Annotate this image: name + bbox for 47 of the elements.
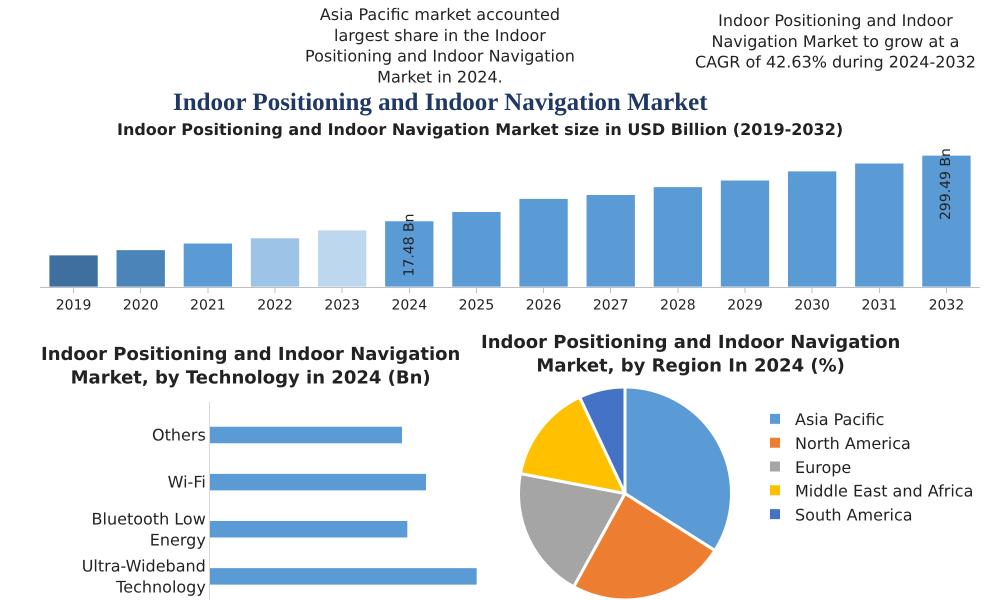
x-tick-label: 2026 bbox=[526, 298, 562, 314]
chart-title: Indoor Positioning and Indoor Navigation Market, by Technology in 2024 (Bn) bbox=[41, 344, 460, 388]
bar bbox=[318, 230, 366, 287]
y-tick-label: Ultra-Wideband Technology bbox=[82, 556, 206, 596]
legend-label: South America bbox=[795, 505, 913, 524]
y-tick-label: Bluetooth Low Energy bbox=[92, 509, 206, 550]
x-tick-label: 2028 bbox=[660, 298, 696, 314]
bar bbox=[210, 568, 477, 585]
x-tick-label: 2032 bbox=[928, 298, 964, 314]
y-tick-label: Others bbox=[152, 426, 206, 445]
x-tick-label: 2020 bbox=[122, 298, 159, 314]
x-tick-label: 2022 bbox=[257, 298, 293, 314]
x-tick-label: 2027 bbox=[592, 298, 629, 314]
bar bbox=[788, 171, 836, 287]
bar bbox=[586, 194, 635, 287]
x-tick-label: 2019 bbox=[56, 298, 92, 314]
x-tick-label: 2025 bbox=[458, 298, 494, 314]
x-tick-label: 2021 bbox=[190, 298, 226, 314]
chart-title: Indoor Positioning and Indoor Navigation Market bbox=[173, 89, 708, 116]
bar bbox=[49, 255, 98, 287]
chart-title: Indoor Positioning and Indoor Navigation Market, by Region In 2024 (%) bbox=[481, 332, 900, 376]
legend-label: Middle East and Africa bbox=[795, 482, 974, 501]
bar bbox=[519, 198, 568, 287]
legend-label: Asia Pacific bbox=[795, 410, 884, 430]
bar bbox=[855, 163, 904, 287]
x-tick-label: 2023 bbox=[324, 298, 360, 314]
bar bbox=[210, 426, 402, 444]
annotation: 299.49 Bn bbox=[938, 148, 954, 220]
x-tick-label: 2024 bbox=[391, 298, 428, 314]
annotation: 17.48 Bn bbox=[402, 213, 418, 276]
bar bbox=[452, 212, 501, 287]
bar bbox=[184, 244, 232, 287]
bar bbox=[116, 250, 165, 287]
x-tick-label: 2030 bbox=[794, 298, 830, 314]
text: Asia Pacific market accounted largest share in the Indoor Positioning and Indoor Navigation Market in 2024. bbox=[305, 5, 575, 86]
legend-label: Europe bbox=[795, 458, 852, 477]
text: Indoor Positioning and Indoor Navigation Market to grow at a CAGR of 42.63% during 2024-2032 bbox=[695, 11, 976, 72]
bar bbox=[210, 474, 426, 490]
chart-subtitle: Indoor Positioning and Indoor Navigation Market size in USD Billion (2019-2032) bbox=[117, 120, 844, 139]
y-tick-label: Wi-Fi bbox=[168, 472, 206, 492]
x-tick-label: 2029 bbox=[727, 298, 763, 314]
bar bbox=[720, 180, 770, 287]
bar bbox=[210, 521, 408, 538]
x-tick-label: 2031 bbox=[861, 298, 898, 314]
bar bbox=[654, 187, 702, 287]
legend-label: North America bbox=[795, 434, 911, 453]
bar bbox=[250, 238, 300, 287]
